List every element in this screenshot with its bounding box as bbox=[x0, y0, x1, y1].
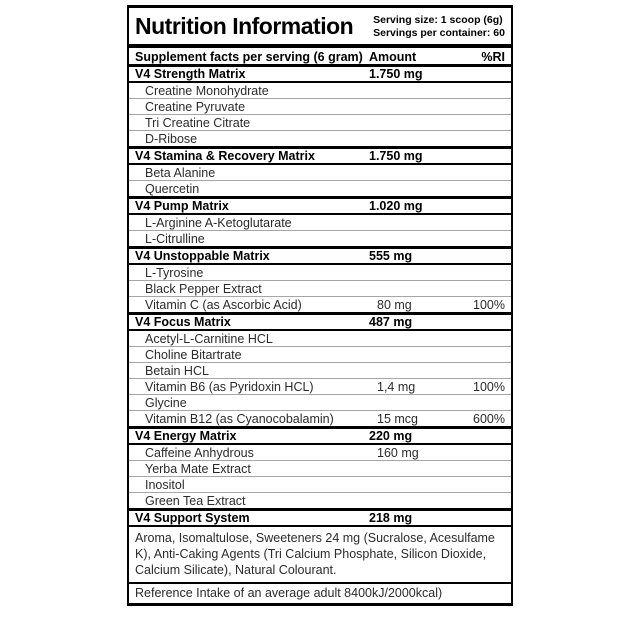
item-row: L-Arginine A-Ketoglutarate bbox=[129, 215, 511, 231]
item-name: Choline Bitartrate bbox=[145, 347, 242, 362]
section-row: V4 Stamina & Recovery Matrix 1.750 mg bbox=[129, 146, 511, 165]
item-row: Glycine bbox=[129, 395, 511, 411]
item-amount: 160 mg bbox=[377, 445, 419, 460]
item-name: Vitamin B6 (as Pyridoxin HCL) bbox=[145, 379, 314, 394]
item-row: Tri Creatine Citrate bbox=[129, 115, 511, 131]
column-header-row: Supplement facts per serving (6 gram) Am… bbox=[129, 48, 511, 65]
item-amount: 15 mcg bbox=[377, 411, 418, 426]
item-name: Vitamin C (as Ascorbic Acid) bbox=[145, 297, 302, 312]
section-amount: 487 mg bbox=[369, 315, 413, 329]
item-row: Beta Alanine bbox=[129, 165, 511, 181]
item-name: Glycine bbox=[145, 395, 187, 410]
section-name: V4 Energy Matrix bbox=[135, 429, 237, 443]
section-amount: 1.750 mg bbox=[369, 67, 423, 81]
item-ri: 100% bbox=[473, 297, 505, 312]
section-name: V4 Strength Matrix bbox=[135, 67, 246, 81]
servings-per-container-text: Servings per container: 60 bbox=[373, 26, 505, 39]
item-row: L-Tyrosine bbox=[129, 265, 511, 281]
item-name: Vitamin B12 (as Cyanocobalamin) bbox=[145, 411, 334, 426]
item-row: Vitamin C (as Ascorbic Acid) 80 mg 100% bbox=[129, 297, 511, 313]
section-name: V4 Unstoppable Matrix bbox=[135, 249, 270, 263]
column-header-amount: Amount bbox=[369, 49, 417, 64]
section-row: V4 Strength Matrix 1.750 mg bbox=[129, 64, 511, 83]
item-name: D-Ribose bbox=[145, 131, 198, 146]
nutrition-label-panel: Nutrition Information Serving size: 1 sc… bbox=[127, 5, 513, 606]
section-amount: 1.020 mg bbox=[369, 199, 423, 213]
item-row: Choline Bitartrate bbox=[129, 347, 511, 363]
item-row: Vitamin B12 (as Cyanocobalamin) 15 mcg 6… bbox=[129, 411, 511, 427]
item-name: Green Tea Extract bbox=[145, 493, 246, 508]
item-amount: 1,4 mg bbox=[377, 379, 416, 394]
section-amount: 555 mg bbox=[369, 249, 413, 263]
item-row: Quercetin bbox=[129, 181, 511, 197]
item-name: Creatine Pyruvate bbox=[145, 99, 246, 114]
item-name: Betain HCL bbox=[145, 363, 209, 378]
item-name: Creatine Monohydrate bbox=[145, 83, 269, 98]
item-name: Black Pepper Extract bbox=[145, 281, 262, 296]
section-row: V4 Support System 218 mg bbox=[129, 508, 511, 527]
section-row: V4 Unstoppable Matrix 555 mg bbox=[129, 246, 511, 265]
item-row: Acetyl-L-Carnitine HCL bbox=[129, 331, 511, 347]
section-name: V4 Stamina & Recovery Matrix bbox=[135, 149, 315, 163]
page-title: Nutrition Information bbox=[135, 13, 354, 39]
item-amount: 80 mg bbox=[377, 297, 412, 312]
section-amount: 220 mg bbox=[369, 429, 413, 443]
section-amount: 1.750 mg bbox=[369, 149, 423, 163]
item-name: L-Citrulline bbox=[145, 231, 205, 246]
section-row: V4 Energy Matrix 220 mg bbox=[129, 426, 511, 445]
label-header: Nutrition Information Serving size: 1 sc… bbox=[129, 8, 511, 48]
item-row: Betain HCL bbox=[129, 363, 511, 379]
item-row: Vitamin B6 (as Pyridoxin HCL) 1,4 mg 100… bbox=[129, 379, 511, 395]
section-name: V4 Pump Matrix bbox=[135, 199, 229, 213]
item-row: Inositol bbox=[129, 477, 511, 493]
section-name: V4 Focus Matrix bbox=[135, 315, 231, 329]
item-row: Creatine Monohydrate bbox=[129, 83, 511, 99]
item-name: Acetyl-L-Carnitine HCL bbox=[145, 331, 273, 346]
item-row: D-Ribose bbox=[129, 131, 511, 147]
serving-info: Serving size: 1 scoop (6g) Servings per … bbox=[373, 14, 505, 40]
section-row: V4 Pump Matrix 1.020 mg bbox=[129, 196, 511, 215]
item-name: Yerba Mate Extract bbox=[145, 461, 251, 476]
ingredients-text: Aroma, Isomaltulose, Sweeteners 24 mg (S… bbox=[135, 531, 495, 577]
item-name: L-Tyrosine bbox=[145, 265, 204, 280]
item-ri: 100% bbox=[473, 379, 505, 394]
serving-size-text: Serving size: 1 scoop (6g) bbox=[373, 13, 503, 26]
column-header-ri: %RI bbox=[481, 49, 505, 64]
item-name: Caffeine Anhydrous bbox=[145, 445, 254, 460]
section-amount: 218 mg bbox=[369, 511, 413, 525]
item-row: Caffeine Anhydrous 160 mg bbox=[129, 445, 511, 461]
item-row: Black Pepper Extract bbox=[129, 281, 511, 297]
item-name: Tri Creatine Citrate bbox=[145, 115, 251, 130]
item-row: Yerba Mate Extract bbox=[129, 461, 511, 477]
item-row: L-Citrulline bbox=[129, 231, 511, 247]
column-header-name: Supplement facts per serving (6 gram) bbox=[135, 49, 363, 64]
item-name: L-Arginine A-Ketoglutarate bbox=[145, 215, 292, 230]
section-row: V4 Focus Matrix 487 mg bbox=[129, 312, 511, 331]
item-name: Beta Alanine bbox=[145, 165, 216, 180]
item-name: Inositol bbox=[145, 477, 185, 492]
item-ri: 600% bbox=[473, 411, 505, 426]
item-name: Quercetin bbox=[145, 181, 200, 196]
reference-intake-text: Reference Intake of an average adult 840… bbox=[129, 582, 511, 603]
item-row: Creatine Pyruvate bbox=[129, 99, 511, 115]
item-row: Green Tea Extract bbox=[129, 493, 511, 509]
facts-rows: V4 Strength Matrix 1.750 mg Creatine Mon… bbox=[129, 64, 511, 527]
section-name: V4 Support System bbox=[135, 511, 250, 525]
